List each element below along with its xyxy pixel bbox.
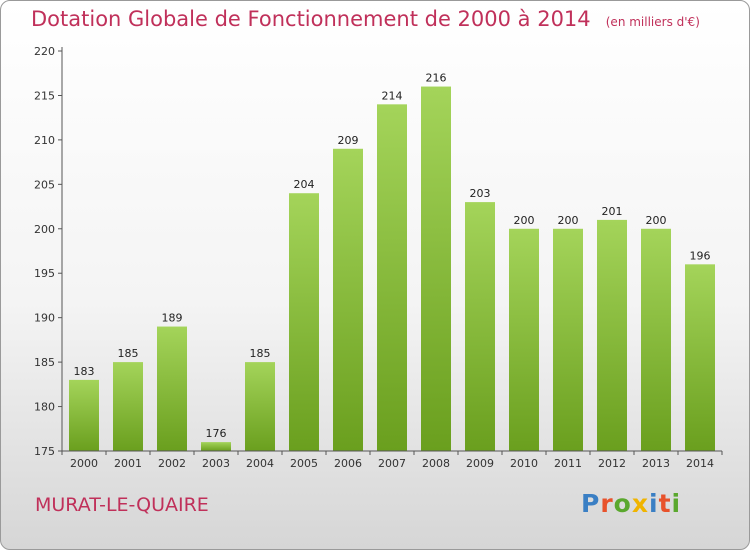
bar-2010	[509, 228, 539, 451]
x-tick-label-2007: 2007	[378, 457, 406, 470]
x-tick-label-2002: 2002	[158, 457, 186, 470]
x-tick-label-2010: 2010	[510, 457, 538, 470]
x-tick-label-2011: 2011	[554, 457, 582, 470]
y-tick-label-205: 205	[34, 178, 55, 191]
bar-2012	[597, 219, 627, 451]
y-tick-label-195: 195	[34, 267, 55, 280]
y-tick-label-215: 215	[34, 89, 55, 102]
y-tick-label-175: 175	[34, 445, 55, 458]
bar-value-label-2008: 216	[426, 72, 447, 85]
bar-value-label-2001: 185	[118, 347, 139, 360]
logo-letter: i	[649, 489, 659, 518]
x-tick-label-2000: 2000	[70, 457, 98, 470]
bar-2013	[641, 228, 671, 451]
bar-2004	[245, 362, 275, 451]
bar-2011	[553, 228, 583, 451]
x-tick-label-2008: 2008	[422, 457, 450, 470]
bar-2007	[377, 104, 407, 451]
bar-2000	[69, 379, 99, 451]
bar-value-label-2013: 200	[646, 214, 667, 227]
x-tick-label-2009: 2009	[466, 457, 494, 470]
chart-unit-note: (en milliers d'€)	[605, 15, 700, 29]
x-tick-label-2013: 2013	[642, 457, 670, 470]
bar-2005	[289, 193, 319, 451]
y-tick-label-190: 190	[34, 312, 55, 325]
bar-2014	[685, 264, 715, 451]
bar-2003	[201, 442, 231, 451]
bar-value-label-2014: 196	[690, 249, 711, 262]
x-tick-label-2012: 2012	[598, 457, 626, 470]
proxiti-logo[interactable]: Proxiti	[581, 489, 681, 518]
x-tick-label-2014: 2014	[686, 457, 714, 470]
y-tick-label-180: 180	[34, 401, 55, 414]
logo-letter: o	[613, 489, 632, 518]
bar-value-label-2007: 214	[382, 89, 403, 102]
y-tick-label-210: 210	[34, 134, 55, 147]
bar-value-label-2005: 204	[294, 178, 315, 191]
y-tick-label-185: 185	[34, 356, 55, 369]
commune-name: MURAT-LE-QUAIRE	[35, 494, 209, 516]
y-tick-label-220: 220	[34, 45, 55, 58]
logo-letter: i	[671, 489, 682, 518]
bar-value-label-2000: 183	[74, 365, 95, 378]
bar-2008	[421, 86, 451, 452]
bar-value-label-2006: 209	[338, 134, 359, 147]
logo-letter: x	[631, 489, 649, 518]
y-tick-label-200: 200	[34, 223, 55, 236]
bar-value-label-2010: 200	[514, 214, 535, 227]
chart-title: Dotation Globale de Fonctionnement de 20…	[31, 7, 591, 31]
bar-value-label-2009: 203	[470, 187, 491, 200]
bar-value-label-2004: 185	[250, 347, 271, 360]
bar-value-label-2011: 200	[558, 214, 579, 227]
x-tick-label-2004: 2004	[246, 457, 274, 470]
x-tick-label-2006: 2006	[334, 457, 362, 470]
bar-value-label-2002: 189	[162, 312, 183, 325]
logo-letter: r	[600, 489, 614, 518]
x-tick-label-2001: 2001	[114, 457, 142, 470]
bar-value-label-2003: 176	[206, 427, 227, 440]
x-tick-label-2003: 2003	[202, 457, 230, 470]
x-tick-label-2005: 2005	[290, 457, 318, 470]
logo-letter: t	[658, 489, 672, 518]
bar-2006	[333, 148, 363, 451]
logo-letter: P	[581, 489, 601, 518]
bar-2002	[157, 326, 187, 451]
title-row: Dotation Globale de Fonctionnement de 20…	[31, 7, 700, 31]
bar-value-label-2012: 201	[602, 205, 623, 218]
bar-2001	[113, 362, 143, 451]
bar-2009	[465, 202, 495, 451]
